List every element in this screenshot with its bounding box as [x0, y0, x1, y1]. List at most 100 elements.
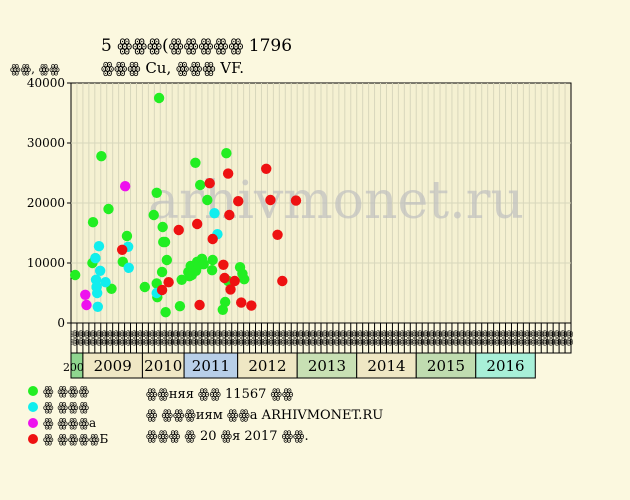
data-point — [100, 277, 111, 288]
month-label: ꙮꙮ — [272, 330, 282, 346]
data-point — [219, 296, 231, 308]
data-point — [159, 236, 171, 248]
month-label: ꙮꙮ — [189, 330, 199, 346]
month-label: ꙮꙮ — [219, 330, 229, 346]
data-point — [209, 208, 220, 219]
data-point — [92, 301, 103, 312]
month-label: ꙮꙮ — [147, 330, 157, 346]
month-label: ꙮꙮ — [552, 330, 562, 346]
legend: ꙮ ꙮꙮꙮ ꙮ ꙮꙮꙮ ꙮ ꙮꙮꙮa ꙮ ꙮꙮꙮꙮБ — [28, 383, 108, 447]
data-point — [194, 299, 205, 311]
data-point — [123, 262, 134, 273]
month-label: ꙮꙮ — [100, 330, 110, 346]
legend-marker — [28, 386, 38, 396]
data-point — [90, 253, 101, 264]
data-point — [174, 301, 186, 312]
data-point — [217, 304, 228, 315]
year-label: 2012 — [248, 357, 286, 375]
data-point — [221, 148, 232, 159]
data-point — [156, 266, 168, 278]
month-label: ꙮꙮ — [558, 330, 568, 346]
month-label: ꙮꙮ — [249, 330, 259, 346]
month-label: ꙮꙮ — [415, 330, 425, 346]
month-label: ꙮꙮ — [320, 330, 330, 346]
data-point — [229, 275, 240, 287]
year-cell — [356, 352, 417, 379]
data-point — [157, 221, 168, 233]
legend-label: ꙮ ꙮꙮꙮ — [43, 400, 90, 414]
data-point — [290, 195, 302, 206]
year-label: 2010 — [144, 357, 182, 375]
month-label: ꙮꙮ — [445, 330, 455, 346]
data-point — [151, 187, 162, 198]
month-label: ꙮꙮ — [243, 330, 253, 346]
data-point — [190, 157, 201, 168]
data-point — [116, 244, 128, 255]
data-point — [218, 259, 229, 270]
month-label: ꙮꙮ — [338, 330, 348, 346]
month-label: ꙮꙮ — [546, 330, 556, 346]
y-tick-label: 40000 — [27, 76, 65, 90]
data-point — [194, 179, 206, 191]
month-label: ꙮꙮ — [362, 330, 372, 346]
month-label: ꙮꙮ — [284, 330, 294, 346]
month-label: ꙮꙮ — [481, 330, 491, 346]
month-label: ꙮꙮ — [475, 330, 485, 346]
data-point — [96, 151, 107, 162]
month-label: ꙮꙮ — [112, 330, 122, 346]
y-axis-label: ꙮꙮ, ꙮꙮ — [10, 62, 60, 76]
legend-item: ꙮ ꙮꙮꙮ — [28, 383, 108, 399]
legend-marker — [28, 418, 38, 428]
month-label: ꙮꙮ — [118, 330, 128, 346]
data-point — [277, 275, 288, 287]
data-point — [173, 224, 184, 236]
month-label: ꙮꙮ — [266, 330, 276, 346]
year-label: 2015 — [427, 357, 465, 375]
month-label: ꙮꙮ — [451, 330, 461, 346]
data-point — [94, 265, 106, 276]
data-point — [272, 229, 283, 240]
month-label: ꙮꙮ — [516, 330, 526, 346]
data-point — [224, 209, 235, 221]
month-label: ꙮꙮ — [385, 330, 395, 346]
legend-label: ꙮ ꙮꙮꙮꙮБ — [43, 432, 109, 446]
month-label: ꙮꙮ — [231, 330, 241, 346]
month-label: ꙮꙮ — [409, 330, 419, 346]
note-line: ꙮꙮꙮ ꙮ 20 ꙮя 2017 ꙮꙮ. — [146, 429, 309, 444]
month-label: ꙮꙮ — [308, 330, 318, 346]
month-label: ꙮꙮ — [207, 330, 217, 346]
month-label: ꙮꙮ — [528, 330, 538, 346]
y-tick-label: 0 — [57, 316, 65, 330]
month-label: ꙮꙮ — [374, 330, 384, 346]
chart-subtitle: ꙮꙮꙮ Cu, ꙮꙮꙮ VF. — [101, 59, 244, 77]
data-point — [222, 168, 234, 179]
data-points — [69, 92, 302, 318]
month-label: ꙮꙮ — [332, 330, 342, 346]
grid-lines — [71, 83, 571, 323]
legend-marker — [28, 402, 38, 412]
month-label: ꙮꙮ — [433, 330, 443, 346]
data-point — [219, 272, 230, 284]
year-cell — [296, 352, 358, 379]
month-label: ꙮꙮ — [540, 330, 550, 346]
data-point — [87, 217, 99, 228]
month-labels: ꙮꙮꙮꙮꙮꙮꙮꙮꙮꙮꙮꙮꙮꙮꙮꙮꙮꙮꙮꙮꙮꙮꙮꙮꙮꙮꙮꙮꙮꙮꙮꙮꙮꙮꙮꙮꙮꙮꙮꙮ… — [70, 322, 574, 354]
year-cell — [141, 352, 185, 379]
month-label: ꙮꙮ — [356, 330, 366, 346]
data-point — [265, 194, 276, 206]
month-label: ꙮꙮ — [522, 330, 532, 346]
y-tick-label: 20000 — [27, 196, 65, 210]
legend-item: ꙮ ꙮꙮꙮꙮБ — [28, 431, 108, 447]
month-label: ꙮꙮ — [225, 330, 235, 346]
data-point — [191, 218, 203, 230]
month-label: ꙮꙮ — [469, 330, 479, 346]
data-point — [236, 297, 247, 308]
data-point — [69, 269, 81, 281]
legend-marker — [28, 434, 38, 444]
y-tick-label: 10000 — [27, 256, 65, 270]
month-label: ꙮꙮ — [403, 330, 413, 346]
legend-label: ꙮ ꙮꙮꙮa — [43, 416, 97, 430]
year-label: 2013 — [308, 357, 346, 375]
year-cell — [475, 352, 536, 379]
month-label: ꙮꙮ — [88, 330, 98, 346]
